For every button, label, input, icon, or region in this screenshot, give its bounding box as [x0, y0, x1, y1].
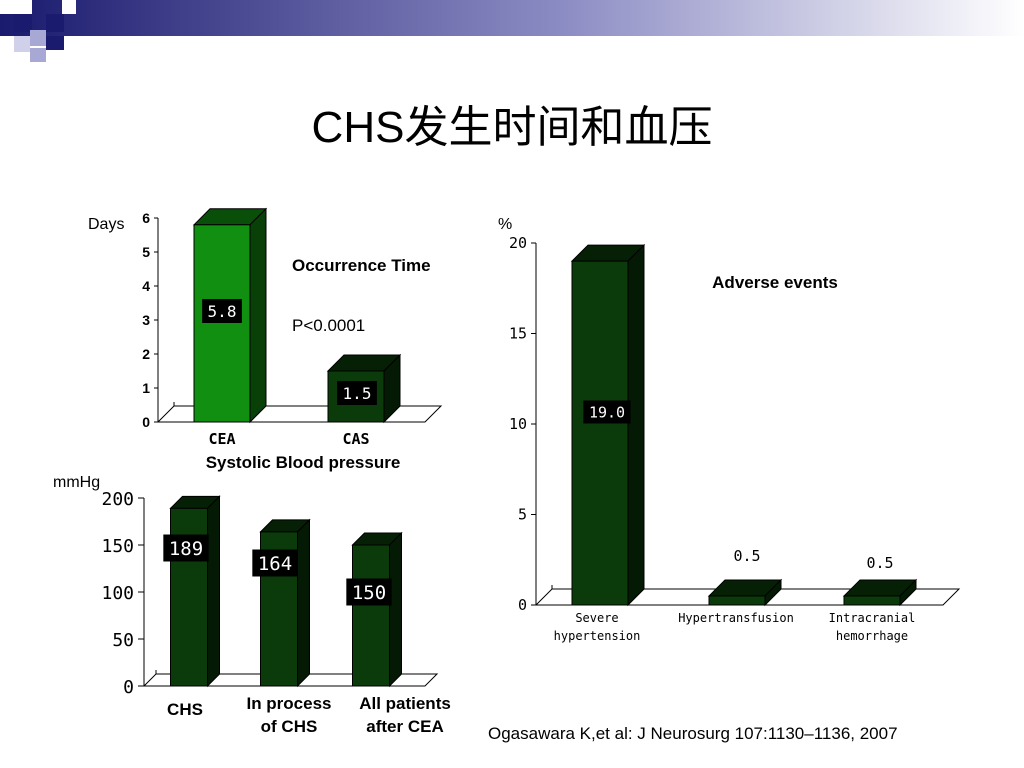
data-label: 5.8	[208, 302, 237, 321]
y-tick-label: 20	[509, 234, 527, 252]
x-tick-label: In process	[246, 694, 331, 713]
chart-annotation: P<0.0001	[292, 316, 365, 335]
data-label: 0.5	[866, 554, 893, 572]
bar	[351, 531, 403, 688]
x-tick-label: of CHS	[261, 717, 318, 736]
chart-title: Adverse events	[712, 273, 838, 292]
y-tick-label: 150	[101, 536, 134, 557]
x-tick-label: after CEA	[366, 717, 443, 736]
x-tick-label: Severe	[575, 611, 618, 625]
data-label: 19.0	[589, 403, 625, 421]
y-axis-label: mmHg	[53, 474, 100, 491]
y-tick-label: 5	[142, 244, 150, 260]
x-tick-label: hypertension	[554, 629, 641, 643]
data-label-bg	[346, 578, 392, 606]
x-tick-label: CEA	[208, 430, 235, 448]
header-decoration	[0, 0, 1024, 62]
chart-floor	[534, 588, 961, 606]
x-tick-label: Intracranial	[829, 611, 916, 625]
x-tick-label: CAS	[342, 430, 369, 448]
y-tick-label: 50	[112, 630, 134, 651]
y-tick-label: 200	[101, 489, 134, 510]
bar	[169, 495, 221, 688]
y-axis-label: Days	[88, 216, 124, 233]
data-label-bg	[163, 534, 209, 562]
bar	[192, 207, 268, 424]
y-tick-label: 0	[142, 414, 150, 430]
y-tick-label: 4	[142, 278, 150, 294]
y-axis-label: %	[498, 216, 512, 233]
data-label: 150	[352, 582, 386, 604]
y-tick-label: 5	[518, 506, 527, 524]
slide-title: CHS发生时间和血压	[311, 103, 713, 152]
y-tick-label: 2	[142, 346, 150, 362]
x-tick-label: hemorrhage	[836, 629, 908, 643]
y-tick-label: 0	[123, 677, 134, 698]
data-label: 189	[169, 538, 203, 560]
y-tick-label: 6	[142, 210, 150, 226]
y-tick-label: 1	[142, 380, 150, 396]
y-tick-label: 0	[518, 596, 527, 614]
y-tick-label: 15	[509, 325, 527, 343]
data-label-bg	[252, 549, 298, 577]
data-label-bg	[337, 381, 377, 405]
chart-floor	[142, 673, 439, 687]
data-label-bg	[583, 400, 631, 424]
y-tick-label: 3	[142, 312, 150, 328]
data-label: 164	[258, 553, 292, 575]
x-tick-label: All patients	[359, 694, 451, 713]
bar	[259, 518, 311, 688]
citation: Ogasawara K,et al: J Neurosurg 107:1130–…	[488, 724, 898, 743]
data-label-bg	[202, 299, 242, 323]
bar	[570, 243, 646, 607]
y-tick-label: 10	[509, 415, 527, 433]
chart-title: Systolic Blood pressure	[206, 453, 401, 472]
y-tick-label: 100	[101, 583, 134, 604]
bar	[842, 578, 918, 607]
x-tick-label: CHS	[167, 700, 203, 719]
data-label: 1.5	[343, 384, 372, 403]
data-label: 0.5	[733, 547, 760, 565]
bar	[707, 578, 783, 607]
chart-title: Occurrence Time	[292, 256, 431, 275]
x-tick-label: Hypertransfusion	[678, 611, 794, 625]
